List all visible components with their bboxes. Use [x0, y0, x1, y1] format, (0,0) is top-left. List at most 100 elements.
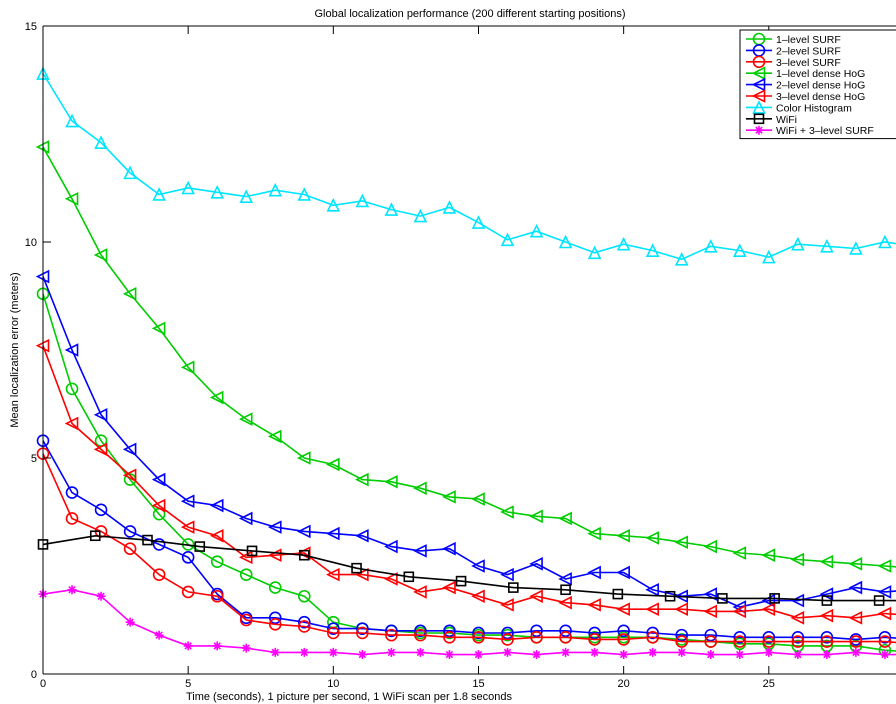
data-point — [194, 541, 206, 552]
data-point — [529, 589, 543, 604]
data-point — [89, 530, 101, 542]
data-point — [403, 571, 415, 583]
data-point — [616, 565, 630, 580]
data-point — [414, 628, 427, 642]
legend-label: WiFi + 3–level SURF — [776, 125, 874, 137]
data-point — [703, 239, 718, 253]
data-point — [94, 503, 108, 517]
data-point — [616, 602, 630, 616]
data-point — [587, 526, 601, 541]
data-point — [212, 641, 222, 651]
data-point — [674, 535, 689, 550]
data-point — [529, 509, 543, 524]
data-point — [820, 239, 834, 253]
data-point — [455, 575, 467, 587]
data-point — [239, 568, 253, 581]
series-8 — [37, 530, 896, 606]
data-point — [385, 624, 398, 638]
data-point — [297, 615, 311, 629]
series-6 — [35, 338, 896, 625]
data-point — [64, 343, 79, 357]
data-point — [849, 635, 863, 648]
legend-swatch-marker — [752, 55, 766, 69]
data-point — [471, 589, 485, 604]
data-point — [820, 630, 834, 644]
data-point — [703, 587, 718, 601]
data-point — [152, 538, 166, 551]
data-point — [819, 608, 834, 623]
data-point — [822, 650, 832, 660]
legend-label: 3–level SURF — [776, 57, 841, 69]
series-9 — [38, 585, 896, 660]
data-point — [268, 618, 282, 631]
legend-label: 2–level SURF — [776, 45, 841, 57]
data-point — [762, 249, 776, 264]
y-tick-label: 5 — [31, 453, 37, 465]
data-point — [500, 598, 514, 612]
data-point — [241, 643, 251, 653]
legend-swatch-marker — [754, 125, 764, 135]
data-point — [849, 241, 863, 255]
data-point — [471, 492, 485, 506]
data-point — [210, 589, 224, 603]
data-point — [530, 624, 543, 638]
data-point — [762, 630, 776, 644]
data-point — [355, 567, 369, 582]
x-axis-label: Time (seconds), 1 picture per second, 1 … — [186, 691, 513, 703]
y-tick-label: 0 — [31, 669, 37, 681]
data-point — [820, 635, 834, 648]
data-point — [442, 541, 456, 556]
legend-label: 1–level dense HoG — [776, 68, 865, 80]
legend-swatch-marker — [753, 113, 765, 125]
data-point — [503, 647, 513, 657]
data-point — [122, 468, 137, 483]
data-point — [645, 582, 659, 597]
data-point — [848, 557, 863, 571]
data-point — [587, 245, 602, 260]
data-point — [508, 582, 519, 593]
legend-entry: 3–level dense HoG — [746, 89, 865, 103]
data-point — [472, 626, 485, 640]
data-point — [413, 481, 427, 496]
x-tick-label: 20 — [618, 678, 630, 690]
legend-swatch-marker — [751, 77, 766, 92]
data-point — [96, 591, 106, 601]
data-point — [268, 581, 282, 594]
data-point — [326, 526, 340, 541]
data-point — [732, 243, 747, 257]
data-point — [442, 580, 456, 595]
data-point — [769, 593, 780, 604]
series-4 — [35, 140, 896, 573]
data-point — [268, 182, 283, 197]
legend-swatch-marker — [752, 100, 766, 114]
legend-entry: WiFi — [746, 113, 797, 126]
data-point — [152, 568, 166, 581]
data-point — [385, 628, 398, 642]
data-point — [181, 585, 195, 599]
data-point — [790, 593, 805, 608]
data-point — [270, 647, 280, 657]
data-point — [142, 534, 153, 546]
data-point — [238, 412, 253, 426]
data-point — [848, 580, 863, 595]
data-point — [122, 287, 137, 301]
data-point — [326, 197, 341, 212]
data-point — [532, 650, 542, 660]
data-point — [558, 234, 573, 249]
data-point — [151, 498, 166, 513]
legend-label: 3–level dense HoG — [776, 91, 865, 103]
data-point — [64, 416, 79, 431]
data-point — [821, 595, 833, 606]
data-point — [645, 243, 660, 257]
data-point — [151, 472, 166, 487]
data-point — [706, 650, 716, 660]
data-point — [123, 165, 137, 180]
data-point — [645, 602, 659, 616]
data-point — [471, 559, 485, 573]
data-point — [65, 382, 79, 396]
data-point — [761, 548, 776, 562]
data-point — [125, 617, 135, 627]
data-point — [326, 457, 340, 472]
data-point — [500, 232, 515, 247]
